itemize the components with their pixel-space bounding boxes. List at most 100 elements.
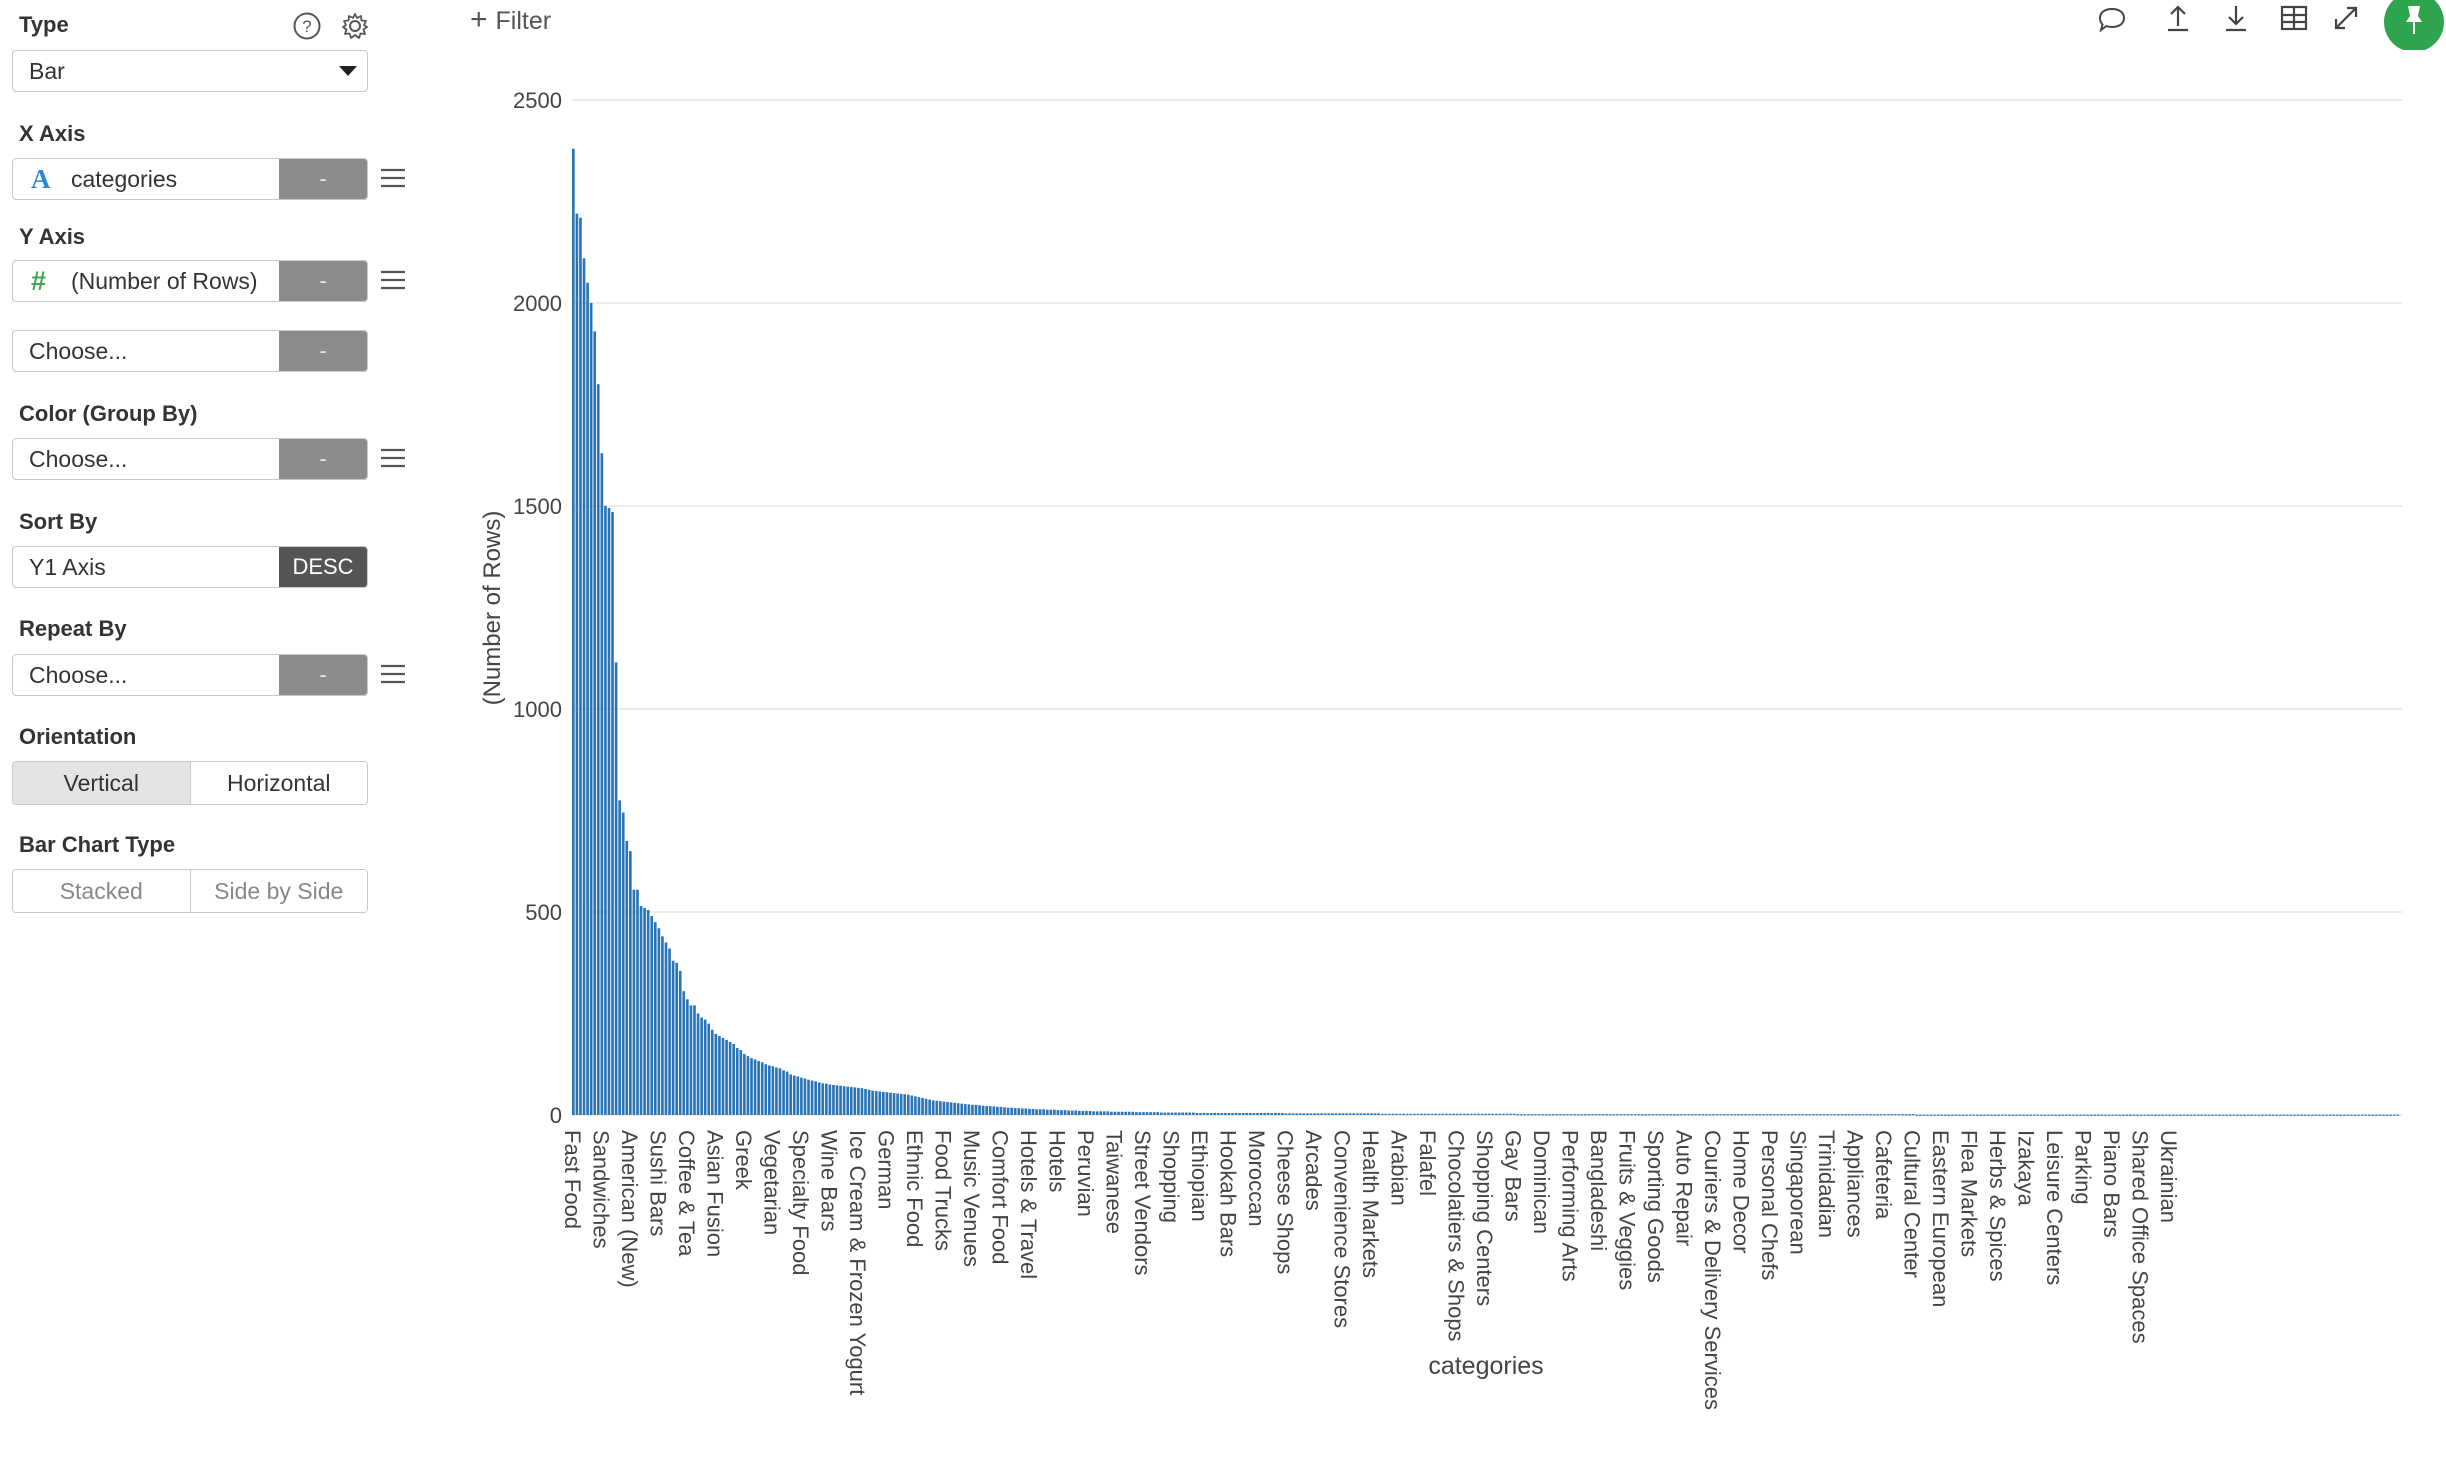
bar[interactable] <box>1705 1114 1708 1116</box>
bar[interactable] <box>1548 1114 1552 1116</box>
bar[interactable] <box>739 1050 743 1115</box>
bar[interactable] <box>1580 1114 1584 1116</box>
bar[interactable] <box>1847 1114 1851 1116</box>
bar[interactable] <box>1730 1114 1733 1116</box>
bar[interactable] <box>2346 1114 2350 1116</box>
bar[interactable] <box>2264 1114 2268 1116</box>
y-axis-aggregate-button[interactable]: - <box>279 261 367 301</box>
bar[interactable] <box>1865 1114 1869 1116</box>
bar[interactable] <box>878 1091 882 1115</box>
bar[interactable] <box>1915 1114 1919 1116</box>
bar[interactable] <box>1983 1114 1986 1116</box>
bar[interactable] <box>700 1017 703 1115</box>
y-axis-field[interactable]: # (Number of Rows) - <box>12 260 368 302</box>
bar[interactable] <box>1972 1114 1976 1116</box>
bar[interactable] <box>1715 1114 1719 1116</box>
bar[interactable] <box>1177 1112 1181 1115</box>
bar[interactable] <box>1836 1114 1840 1116</box>
bar[interactable] <box>1316 1113 1320 1115</box>
bar[interactable] <box>1616 1114 1619 1116</box>
bar[interactable] <box>2025 1114 2029 1116</box>
color-group-menu-icon[interactable] <box>379 446 407 470</box>
bar[interactable] <box>867 1089 871 1115</box>
bar[interactable] <box>1423 1113 1427 1115</box>
bar[interactable] <box>1241 1112 1245 1115</box>
x-axis-aggregate-button[interactable]: - <box>279 159 367 199</box>
bar[interactable] <box>1726 1114 1730 1116</box>
bar[interactable] <box>1106 1111 1110 1115</box>
bar[interactable] <box>2236 1114 2239 1116</box>
bar[interactable] <box>586 282 589 1115</box>
bar[interactable] <box>2157 1114 2161 1116</box>
sort-by-field[interactable]: Y1 Axis DESC <box>12 546 368 588</box>
bar[interactable] <box>1929 1114 1933 1116</box>
bar[interactable] <box>1765 1114 1769 1116</box>
bar[interactable] <box>1031 1108 1035 1115</box>
bar[interactable] <box>653 922 657 1115</box>
bar[interactable] <box>2018 1114 2022 1116</box>
bar[interactable] <box>1306 1113 1309 1115</box>
bar[interactable] <box>2289 1114 2293 1116</box>
bar[interactable] <box>1452 1113 1455 1115</box>
bar[interactable] <box>1494 1113 1498 1115</box>
bar[interactable] <box>1345 1113 1348 1115</box>
bar[interactable] <box>1662 1114 1666 1116</box>
bar[interactable] <box>1566 1114 1569 1116</box>
bar[interactable] <box>1480 1113 1484 1115</box>
bar[interactable] <box>1013 1108 1017 1115</box>
bar[interactable] <box>664 942 668 1115</box>
bar[interactable] <box>593 331 597 1115</box>
bar[interactable] <box>1740 1114 1744 1116</box>
bar[interactable] <box>971 1104 974 1115</box>
bar[interactable] <box>1833 1114 1837 1116</box>
bar[interactable] <box>2015 1114 2018 1116</box>
bar[interactable] <box>600 453 604 1116</box>
bar[interactable] <box>1762 1114 1765 1116</box>
bar[interactable] <box>1722 1114 1726 1116</box>
bar[interactable] <box>1270 1112 1274 1115</box>
bar[interactable] <box>1690 1114 1694 1116</box>
bar[interactable] <box>800 1077 803 1115</box>
bar[interactable] <box>814 1081 817 1115</box>
bar[interactable] <box>1434 1113 1437 1115</box>
repeat-by-menu-icon[interactable] <box>379 662 407 686</box>
bar[interactable] <box>1487 1113 1491 1115</box>
bar[interactable] <box>1263 1112 1266 1115</box>
bar[interactable] <box>914 1096 917 1115</box>
bar[interactable] <box>2225 1114 2229 1116</box>
bar[interactable] <box>2107 1114 2111 1116</box>
bar[interactable] <box>1063 1110 1067 1115</box>
bar[interactable] <box>1199 1112 1202 1115</box>
bar[interactable] <box>1216 1112 1220 1115</box>
bar[interactable] <box>2057 1114 2061 1116</box>
bar[interactable] <box>942 1101 946 1115</box>
bar[interactable] <box>1844 1114 1847 1116</box>
bar[interactable] <box>1537 1114 1541 1116</box>
bar[interactable] <box>1010 1107 1013 1115</box>
add-filter-button[interactable]: + Filter <box>470 0 551 40</box>
bar[interactable] <box>1388 1113 1391 1115</box>
bar[interactable] <box>1117 1111 1120 1115</box>
bar[interactable] <box>2161 1114 2164 1116</box>
bar[interactable] <box>1110 1111 1113 1115</box>
bar[interactable] <box>1975 1114 1979 1116</box>
bar[interactable] <box>1085 1110 1088 1115</box>
bar[interactable] <box>903 1094 907 1115</box>
bar[interactable] <box>2182 1114 2186 1116</box>
bar[interactable] <box>1509 1113 1512 1115</box>
bar[interactable] <box>1309 1113 1313 1115</box>
bar[interactable] <box>1751 1114 1755 1116</box>
bar[interactable] <box>1598 1114 1601 1116</box>
bar[interactable] <box>1035 1109 1038 1115</box>
bar[interactable] <box>621 812 625 1115</box>
bar[interactable] <box>1569 1114 1573 1116</box>
bar[interactable] <box>1455 1113 1459 1115</box>
bar[interactable] <box>1152 1112 1156 1115</box>
bar[interactable] <box>1330 1113 1334 1115</box>
bar[interactable] <box>935 1100 939 1115</box>
bar[interactable] <box>2253 1114 2257 1116</box>
bar[interactable] <box>1851 1114 1854 1116</box>
bar[interactable] <box>1045 1109 1049 1115</box>
bar[interactable] <box>1587 1114 1591 1116</box>
bar[interactable] <box>1124 1111 1127 1115</box>
